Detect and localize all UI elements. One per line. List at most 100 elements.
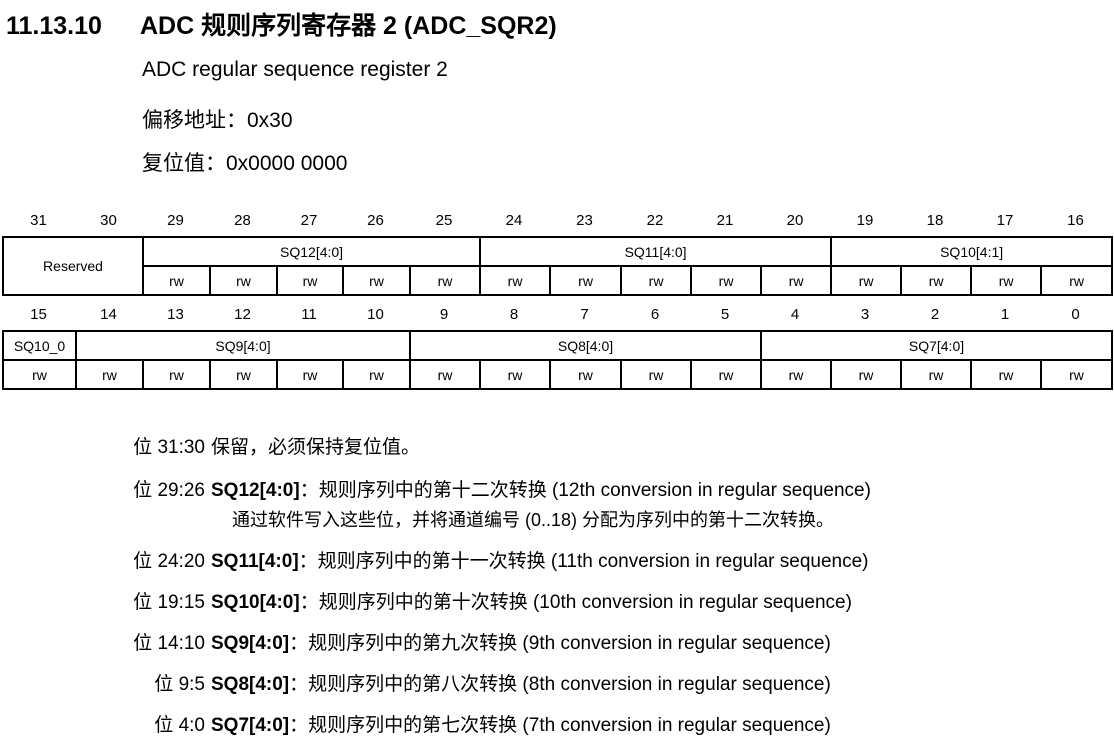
bit-number: 16: [1067, 212, 1084, 229]
bit-number: 5: [720, 306, 730, 323]
access-cell: rw: [479, 359, 551, 390]
bit-range: 位 4:0: [154, 715, 205, 736]
access-cell: rw: [549, 359, 622, 390]
access-cell: rw: [760, 359, 832, 390]
bit-number: 6: [650, 306, 660, 323]
access-cell: rw: [830, 265, 903, 296]
bit-range: 位 31:30: [133, 437, 205, 458]
access-cell: rw: [690, 265, 763, 296]
bit-description: 位 9:5 SQ8[4:0]：规则序列中的第八次转换 (8th conversio…: [0, 669, 831, 696]
bit-number: 8: [509, 306, 519, 323]
bit-number: 25: [435, 212, 453, 229]
access-cell: rw: [1040, 265, 1114, 296]
field-cell: SQ9[4:0]: [75, 330, 411, 361]
bit-numbers-high: 31 30 29 28 27 26 25 24 23 22 21 20 19 18 17 16: [2, 212, 1111, 229]
reset-value: 复位值：0x0000 0000: [142, 152, 348, 175]
bit-description: 位 14:10 SQ9[4:0]：规则序列中的第九次转换 (9th convers…: [0, 628, 831, 655]
access-cell: rw: [209, 265, 279, 296]
access-cell: rw: [409, 359, 481, 390]
bit-description: 位 19:15 SQ10[4:0]：规则序列中的第十次转换 (10th conve…: [0, 587, 852, 614]
description-text: 保留，必须保持复位值。: [211, 437, 421, 458]
description-text: ：规则序列中的第十一次转换 (11th conversion in regula…: [298, 551, 869, 572]
access-cell: rw: [620, 265, 693, 296]
bit-number: 1: [1000, 306, 1010, 323]
bit-number: 31: [30, 212, 47, 229]
access-cell: rw: [409, 265, 482, 296]
bit-number: 3: [860, 306, 870, 323]
bit-number: 14: [100, 306, 117, 323]
description-text: ：规则序列中的第八次转换 (8th conversion in regular …: [289, 674, 831, 695]
field-name: SQ12[4:0]: [211, 480, 300, 501]
bit-number: 7: [580, 306, 589, 323]
bit-description: 位 31:30 保留，必须保持复位值。: [0, 432, 420, 459]
bit-number: 9: [439, 306, 449, 323]
access-cell: rw: [1040, 359, 1113, 390]
field-name: SQ11[4:0]: [211, 551, 299, 572]
access-cell: rw: [900, 359, 972, 390]
bit-number: 30: [100, 212, 117, 229]
register-table-high: Reserved SQ12[4:0] SQ11[4:0] SQ10[4:1] rw rw r…: [1, 236, 1114, 296]
field-name: SQ7[4:0]: [211, 715, 290, 736]
description-text: ：规则序列中的第七次转换 (7th conversion in regular …: [289, 715, 831, 736]
bit-number: 21: [716, 212, 734, 229]
field-cell: SQ10[4:1]: [830, 236, 1114, 267]
access-cell: rw: [479, 265, 552, 296]
field-cell: SQ10_0: [2, 330, 77, 361]
access-cell: rw: [142, 359, 211, 390]
bit-number: 19: [856, 212, 874, 229]
bit-number: 20: [786, 212, 804, 229]
access-cell: rw: [209, 359, 278, 390]
bit-description: 位 29:26 SQ12[4:0]：规则序列中的第十二次转换 (12th conv…: [0, 475, 871, 502]
bit-number: 17: [996, 212, 1014, 229]
bit-number: 18: [926, 212, 944, 229]
access-cell: rw: [276, 265, 345, 296]
access-cell: rw: [342, 265, 412, 296]
access-cell: rw: [830, 359, 902, 390]
field-cell: SQ12[4:0]: [142, 236, 482, 267]
bit-range: 位 29:26: [133, 480, 205, 501]
bit-range: 位 14:10: [133, 633, 205, 654]
access-cell: rw: [75, 359, 144, 390]
bit-range: 位 9:5: [154, 674, 205, 695]
access-cell: rw: [760, 265, 833, 296]
section-heading: 11.13.10 ADC 规则序列寄存器 2 (ADC_SQR2): [6, 12, 557, 40]
access-cell: rw: [970, 265, 1043, 296]
field-cell: SQ8[4:0]: [409, 330, 762, 361]
access-cell: rw: [276, 359, 344, 390]
bit-number: 4: [790, 306, 800, 323]
bit-number: 2: [930, 306, 940, 323]
bit-number: 0: [1071, 306, 1080, 323]
access-cell: rw: [342, 359, 411, 390]
field-cell: SQ7[4:0]: [760, 330, 1113, 361]
access-cell: rw: [900, 265, 973, 296]
access-cell: rw: [549, 265, 623, 296]
reserved-cell: Reserved: [1, 236, 145, 296]
bit-number: 29: [167, 212, 184, 229]
field-name: SQ9[4:0]: [211, 633, 290, 654]
offset-address: 偏移地址：0x30: [142, 109, 293, 132]
field-cell: SQ11[4:0]: [479, 236, 833, 267]
bit-number: 28: [234, 212, 251, 229]
register-subtitle: ADC regular sequence register 2: [142, 58, 448, 81]
register-table-low: SQ10_0 SQ9[4:0] SQ8[4:0] SQ7[4:0] rw rw rw rw rw…: [2, 330, 1113, 390]
bit-number: 12: [234, 306, 251, 323]
bit-number: 15: [30, 306, 47, 323]
description-text: ：规则序列中的第十二次转换 (12th conversion in regula…: [299, 480, 871, 501]
description-text: ：规则序列中的第十次转换 (10th conversion in regular…: [299, 592, 852, 613]
bit-numbers-low: 15 14 13 12 11 10 9 8 7 6 5 4 3 2 1 0: [2, 306, 1111, 323]
bit-number: 22: [646, 212, 664, 229]
bit-range: 位 19:15: [133, 592, 205, 613]
bit-number: 23: [576, 212, 593, 229]
access-cell: rw: [970, 359, 1042, 390]
bit-description: 位 4:0 SQ7[4:0]：规则序列中的第七次转换 (7th conversio…: [0, 710, 831, 737]
bit-number: 10: [367, 306, 384, 323]
bit-number: 13: [167, 306, 184, 323]
field-name: SQ8[4:0]: [211, 674, 290, 695]
bit-number: 27: [300, 212, 318, 229]
access-cell: rw: [2, 359, 77, 390]
description-text: ：规则序列中的第九次转换 (9th conversion in regular …: [289, 633, 831, 654]
bit-number: 24: [505, 212, 523, 229]
bit-number: 11: [301, 306, 317, 323]
bit-range: 位 24:20: [133, 551, 205, 572]
field-name: SQ10[4:0]: [211, 592, 300, 613]
